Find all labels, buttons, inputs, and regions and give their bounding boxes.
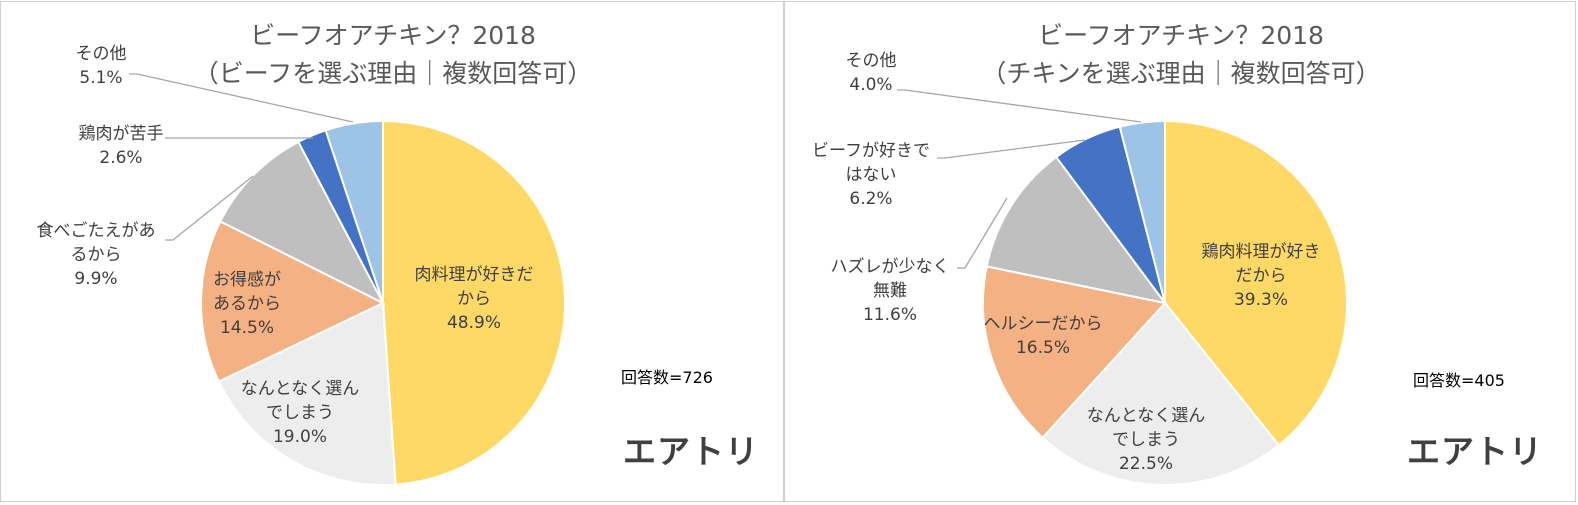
airtrip-logo: エアトリ — [1407, 432, 1543, 471]
data-label-category: 鶏肉料理が好き — [1202, 242, 1321, 262]
data-label-category: 食べごたえがあ — [37, 221, 156, 241]
chart-title: ビーフオアチキン？2018 — [1038, 21, 1324, 50]
data-label-category: はない — [846, 165, 897, 185]
data-label-category: その他 — [76, 44, 127, 64]
pie-slice — [1164, 119, 1348, 447]
data-label-value: 39.3% — [1234, 290, 1288, 310]
leader-line — [957, 197, 1008, 269]
data-label-category: ハズレが少なく — [831, 257, 950, 277]
data-label-value: 2.6% — [99, 148, 142, 168]
data-label-value: 5.1% — [79, 68, 122, 88]
data-label-category: なんとなく選ん — [241, 379, 360, 399]
airtrip-logo: エアトリ — [623, 432, 759, 471]
pie-slice — [985, 155, 1168, 305]
data-label-value: 19.0% — [273, 427, 327, 447]
data-label-category: あるから — [213, 294, 281, 314]
data-label-category: でしまう — [1112, 430, 1180, 450]
chart-subtitle: （ビーフを選ぶ理由｜複数回答可） — [194, 59, 593, 88]
data-label-category: その他 — [846, 51, 897, 71]
data-label-category: から — [457, 289, 491, 309]
chicken-reasons-panel: ビーフオアチキン？2018 （チキンを選ぶ理由｜複数回答可） 鶏肉料理が好き だから 3… — [784, 1, 1576, 502]
pie-slice — [1041, 301, 1281, 487]
data-label-value: 6.2% — [849, 189, 892, 209]
pie-slice — [382, 119, 567, 486]
leader-line — [165, 175, 254, 241]
data-label-category: ビーフが好きで — [812, 141, 930, 161]
data-label-category: るから — [71, 245, 122, 265]
pie-slice — [982, 265, 1167, 440]
data-label-category: 無難 — [873, 281, 907, 301]
data-label-category: 鶏肉が苦手 — [79, 124, 164, 144]
pie-slice — [324, 119, 384, 304]
pie-slice — [200, 220, 386, 383]
pie-slice — [218, 140, 386, 306]
data-label-category: なんとなく選ん — [1087, 406, 1206, 426]
beef-reasons-panel: ビーフオアチキン？2018 （ビーフを選ぶ理由｜複数回答可） 肉料理が好きだ から 48… — [0, 1, 784, 502]
data-label-value: 16.5% — [1016, 338, 1070, 358]
data-label-value: 4.0% — [849, 75, 892, 95]
pie-slices — [200, 119, 567, 486]
data-label-value: 22.5% — [1119, 454, 1173, 474]
data-label-value: 9.9% — [74, 269, 117, 289]
data-label-value: 11.6% — [863, 305, 917, 325]
respondent-count: 回答数=405 — [1413, 371, 1505, 390]
data-label-category: だから — [1236, 266, 1287, 286]
data-label-value: 48.9% — [447, 313, 501, 333]
data-label-category: ヘルシーだから — [984, 314, 1103, 334]
chart-title: ビーフオアチキン？2018 — [250, 21, 536, 50]
leader-line — [129, 73, 354, 123]
data-label-value: 14.5% — [220, 318, 274, 338]
chart-subtitle: （チキンを選ぶ理由｜複数回答可） — [981, 59, 1380, 88]
respondent-count: 回答数=726 — [621, 368, 713, 387]
leader-line — [937, 139, 1086, 159]
pie-slices — [982, 119, 1348, 487]
leader-line — [897, 89, 1142, 123]
pie-slice — [217, 301, 397, 486]
data-label-category: でしまう — [266, 403, 334, 423]
pie-slice — [1118, 119, 1166, 304]
data-label-category: お得感が — [213, 270, 281, 290]
data-label-category: 肉料理が好きだ — [415, 265, 534, 285]
